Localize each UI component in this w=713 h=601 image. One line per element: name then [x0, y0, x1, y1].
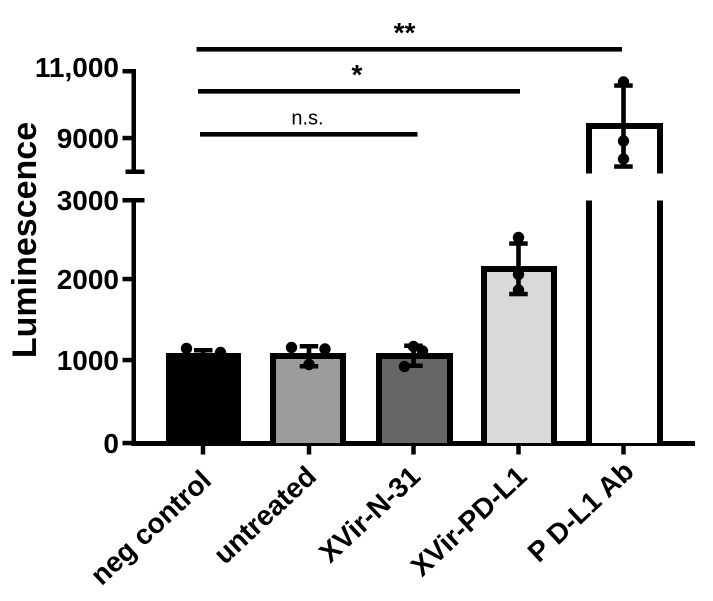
svg-text:n.s.: n.s. — [291, 108, 323, 130]
svg-text:**: ** — [394, 17, 416, 48]
svg-text:11,000: 11,000 — [35, 52, 119, 83]
svg-text:*: * — [352, 59, 363, 90]
svg-text:Luminescence: Luminescence — [6, 122, 44, 358]
svg-text:1000: 1000 — [57, 345, 119, 376]
svg-text:2000: 2000 — [57, 264, 119, 295]
svg-text:9000: 9000 — [57, 123, 119, 154]
svg-text:3000: 3000 — [57, 185, 119, 216]
svg-text:0: 0 — [103, 428, 119, 459]
